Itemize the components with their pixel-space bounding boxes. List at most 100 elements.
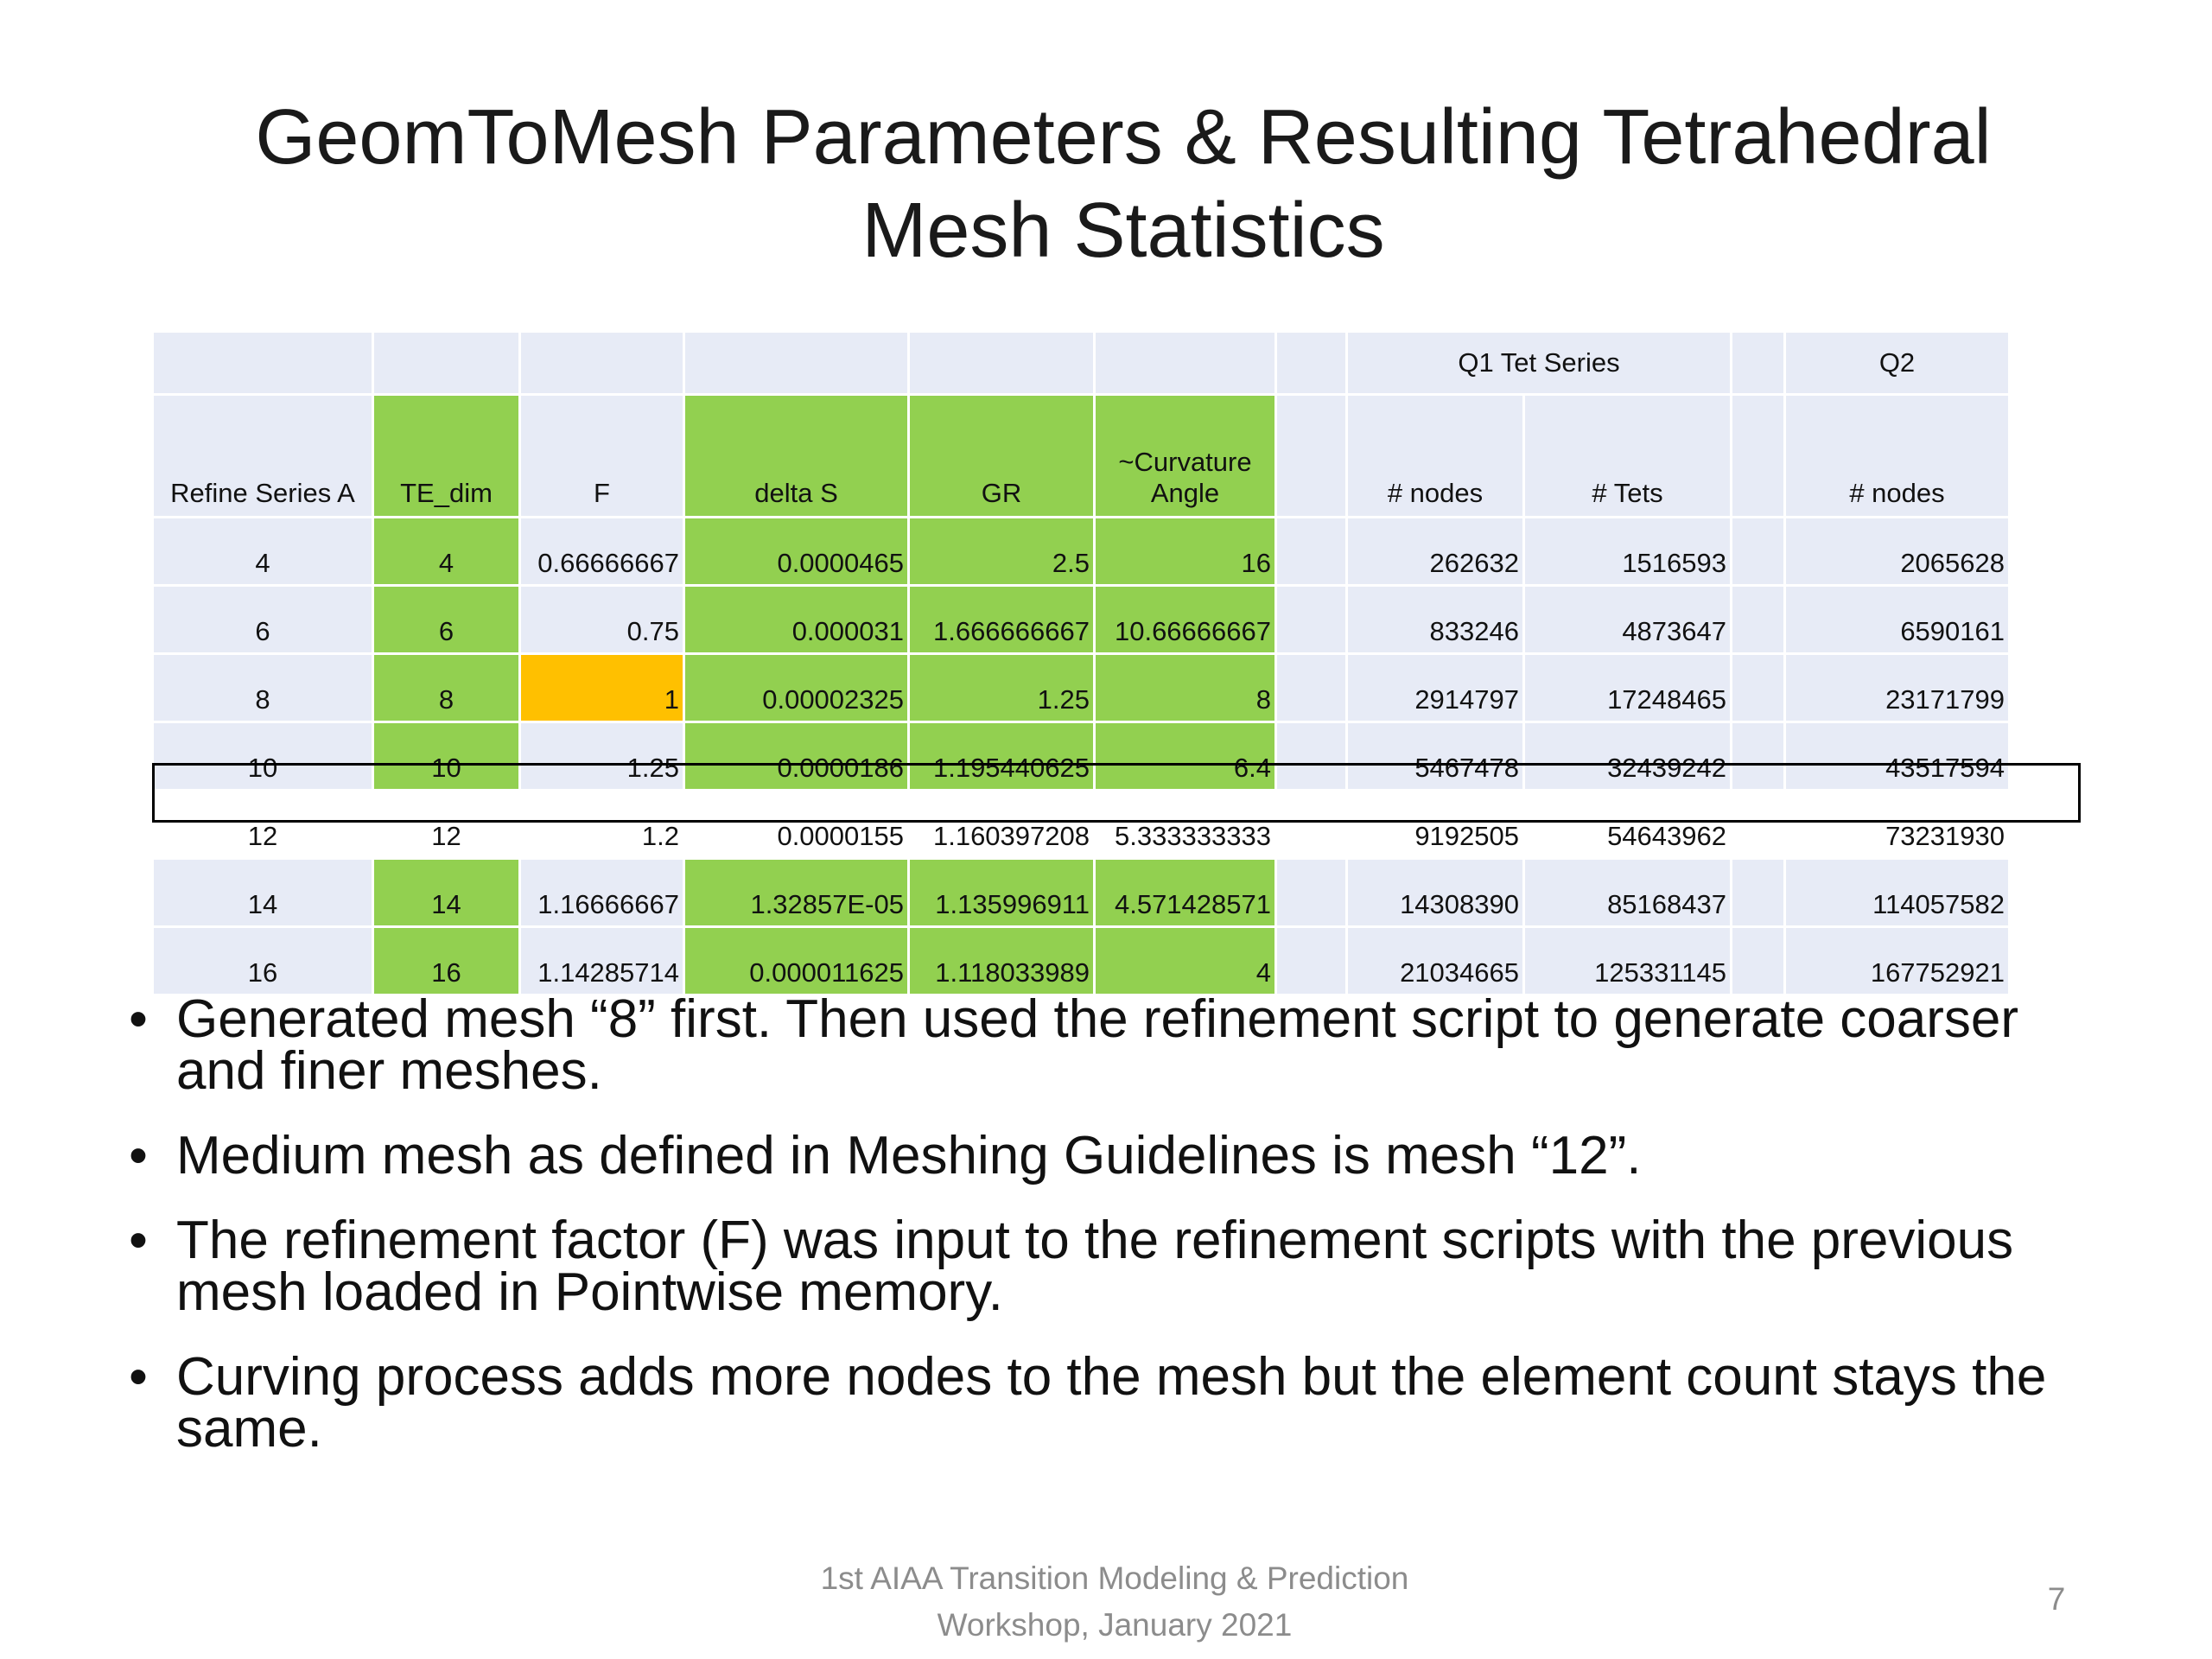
cell-q2-nodes: 73231930 (1786, 791, 2011, 860)
bullet-dot-icon: • (129, 1347, 148, 1407)
cell-f-highlighted: 1 (521, 655, 685, 723)
cell-refine-series: 14 (154, 860, 374, 928)
table-cell (1277, 791, 1348, 860)
cell-q1-nodes: 2914797 (1348, 655, 1525, 723)
header-q2-nodes: # nodes (1786, 396, 2011, 518)
table-cell (1732, 396, 1786, 518)
bullet-text: Medium mesh as defined in Meshing Guidel… (176, 1126, 1642, 1185)
bullet-dot-icon: • (129, 989, 148, 1049)
bullet-text: Curving process adds more nodes to the m… (176, 1347, 2047, 1459)
table-cell (1732, 860, 1786, 928)
bullet-item: • The refinement factor (F) was input to … (121, 1211, 2108, 1319)
cell-q1-nodes: 5467478 (1348, 723, 1525, 791)
cell-curvature-angle: 4 (1096, 928, 1277, 996)
table-row: 14 14 1.16666667 1.32857E-05 1.135996911… (154, 860, 2011, 928)
group-header-row: Q1 Tet Series Q2 (154, 333, 2011, 396)
header-curvature-line-2: Angle (1150, 478, 1220, 508)
cell-delta-s: 0.0000186 (685, 723, 910, 791)
cell-f: 0.75 (521, 587, 685, 655)
header-q1-tets: # Tets (1525, 396, 1732, 518)
cell-refine-series: 10 (154, 723, 374, 791)
table-cell (374, 333, 521, 396)
cell-q2-nodes: 23171799 (1786, 655, 2011, 723)
table-row: 4 4 0.66666667 0.0000465 2.5 16 262632 1… (154, 518, 2011, 587)
cell-te-dim: 4 (374, 518, 521, 587)
cell-gr: 2.5 (910, 518, 1096, 587)
cell-refine-series: 4 (154, 518, 374, 587)
bullet-text: Generated mesh “8” first. Then used the … (176, 989, 2019, 1101)
table-cell (1277, 518, 1348, 587)
cell-te-dim: 10 (374, 723, 521, 791)
cell-delta-s: 1.32857E-05 (685, 860, 910, 928)
cell-q1-nodes: 14308390 (1348, 860, 1525, 928)
bullet-dot-icon: • (129, 1126, 148, 1185)
slide-footer: 1st AIAA Transition Modeling & Predictio… (717, 1555, 1512, 1649)
cell-f: 1.25 (521, 723, 685, 791)
cell-te-dim: 8 (374, 655, 521, 723)
table-cell (1732, 333, 1786, 396)
table-cell (1277, 723, 1348, 791)
cell-q2-nodes: 6590161 (1786, 587, 2011, 655)
cell-refine-series: 12 (154, 791, 374, 860)
table-cell (1732, 791, 1786, 860)
table-cell (1732, 518, 1786, 587)
cell-q1-nodes: 262632 (1348, 518, 1525, 587)
cell-gr: 1.135996911 (910, 860, 1096, 928)
header-refine-series: Refine Series A (154, 396, 374, 518)
cell-delta-s: 0.000031 (685, 587, 910, 655)
column-header-row: Refine Series A TE_dim F delta S GR ~Cur… (154, 396, 2011, 518)
cell-curvature-angle: 10.66666667 (1096, 587, 1277, 655)
cell-curvature-angle: 8 (1096, 655, 1277, 723)
table-cell (685, 333, 910, 396)
header-gr: GR (910, 396, 1096, 518)
page-number: 7 (2047, 1581, 2066, 1617)
cell-q1-tets: 4873647 (1525, 587, 1732, 655)
table-cell (1732, 587, 1786, 655)
cell-curvature-angle: 4.571428571 (1096, 860, 1277, 928)
slide-title-line-1: GeomToMesh Parameters & Resulting Tetrah… (255, 94, 1992, 181)
cell-f: 1.14285714 (521, 928, 685, 996)
cell-gr: 1.195440625 (910, 723, 1096, 791)
cell-q2-nodes: 43517594 (1786, 723, 2011, 791)
cell-refine-series: 16 (154, 928, 374, 996)
table-cell (1277, 655, 1348, 723)
footer-line-1: 1st AIAA Transition Modeling & Predictio… (820, 1560, 1409, 1596)
bullet-item: • Curving process adds more nodes to the … (121, 1347, 2108, 1456)
footer-line-2: Workshop, January 2021 (937, 1607, 1293, 1643)
table-cell (1277, 587, 1348, 655)
cell-q1-tets: 54643962 (1525, 791, 1732, 860)
bullet-item: • Generated mesh “8” first. Then used the… (121, 989, 2108, 1098)
cell-te-dim: 16 (374, 928, 521, 996)
table-cell (154, 333, 374, 396)
cell-refine-series: 6 (154, 587, 374, 655)
cell-q2-nodes: 114057582 (1786, 860, 2011, 928)
cell-delta-s: 0.0000155 (685, 791, 910, 860)
slide-title-line-2: Mesh Statistics (861, 188, 1385, 274)
cell-q1-nodes: 9192505 (1348, 791, 1525, 860)
q1-tet-series-header: Q1 Tet Series (1348, 333, 1732, 396)
cell-curvature-angle: 16 (1096, 518, 1277, 587)
cell-q2-nodes: 167752921 (1786, 928, 2011, 996)
cell-f: 0.66666667 (521, 518, 685, 587)
cell-q1-tets: 1516593 (1525, 518, 1732, 587)
table-cell (1277, 860, 1348, 928)
header-te-dim: TE_dim (374, 396, 521, 518)
table-cell (1096, 333, 1277, 396)
cell-te-dim: 12 (374, 791, 521, 860)
cell-q1-tets: 125331145 (1525, 928, 1732, 996)
table-cell (521, 333, 685, 396)
table-row: 8 8 1 0.00002325 1.25 8 2914797 17248465… (154, 655, 2011, 723)
cell-te-dim: 6 (374, 587, 521, 655)
cell-curvature-angle: 6.4 (1096, 723, 1277, 791)
cell-delta-s: 0.0000465 (685, 518, 910, 587)
table-row: 6 6 0.75 0.000031 1.666666667 10.6666666… (154, 587, 2011, 655)
header-delta-s: delta S (685, 396, 910, 518)
table-cell (1732, 723, 1786, 791)
table-cell (1732, 655, 1786, 723)
cell-f: 1.2 (521, 791, 685, 860)
cell-gr: 1.666666667 (910, 587, 1096, 655)
table-row: 10 10 1.25 0.0000186 1.195440625 6.4 546… (154, 723, 2011, 791)
bullet-dot-icon: • (129, 1211, 148, 1270)
cell-q2-nodes: 2065628 (1786, 518, 2011, 587)
cell-delta-s: 0.00002325 (685, 655, 910, 723)
